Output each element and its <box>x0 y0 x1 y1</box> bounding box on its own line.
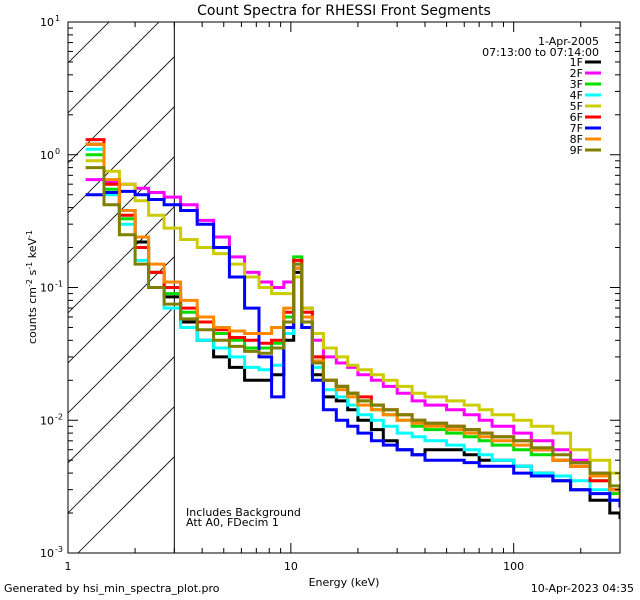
legend-date: 1-Apr-2005 <box>538 35 599 48</box>
hatch-line <box>68 22 160 114</box>
x-tick-label: 1 <box>65 560 72 573</box>
legend-label-8F: 8F <box>570 133 583 146</box>
legend-label-1F: 1F <box>570 56 583 69</box>
legend-label-4F: 4F <box>570 89 583 102</box>
x-tick-label: 10 <box>284 560 298 573</box>
legend-label-9F: 9F <box>570 144 583 157</box>
x-tick-label: 100 <box>503 560 524 573</box>
series-line-9F <box>85 166 620 494</box>
y-tick-label: 10 <box>40 149 54 162</box>
hatch-line <box>68 356 175 464</box>
legend: 1-Apr-2005 07:13:00 to 07:14:00 1F2F3F4F… <box>482 35 601 157</box>
x-axis-label: Energy (keV) <box>309 576 380 589</box>
hatch-line <box>68 306 175 414</box>
y-tick-base: 10 <box>40 282 54 295</box>
series-line-8F <box>85 142 620 498</box>
legend-label-7F: 7F <box>570 122 583 135</box>
y-tick-base: 10 <box>40 414 54 427</box>
y-label-part-d: -1 <box>25 262 34 270</box>
y-label-part-c: s <box>26 269 39 278</box>
hatch-line <box>68 256 175 364</box>
chart-title: Count Spectra for RHESSI Front Segments <box>197 3 491 19</box>
y-tick-exponent: 1 <box>55 14 60 23</box>
y-label-part-f: -1 <box>25 230 34 238</box>
x-tick-labels: 1 10 100 <box>65 560 525 573</box>
annotation-background: Includes Background <box>186 506 301 519</box>
y-tick-label: 10 <box>40 16 54 29</box>
series-line-6F <box>85 138 620 501</box>
y-tick-exponent: -3 <box>55 545 63 554</box>
hatch-line <box>77 456 175 553</box>
hatch-line <box>68 106 175 214</box>
legend-label-2F: 2F <box>570 67 583 80</box>
y-axis-label: counts cm-2 s-1 keV-1 <box>25 230 39 344</box>
series-line-5F <box>85 159 620 481</box>
series-group <box>85 138 620 520</box>
y-label-part-e: keV <box>26 238 39 262</box>
legend-time-range: 07:13:00 to 07:14:00 <box>482 46 599 59</box>
y-label-part-a: counts cm <box>26 287 39 344</box>
y-tick-label: 10 <box>40 547 54 560</box>
y-tick-exponent: -2 <box>55 412 63 421</box>
y-tick-base: 10 <box>40 149 54 162</box>
hatched-region <box>68 22 175 553</box>
y-tick-exponent: 0 <box>55 147 60 156</box>
hatch-line <box>68 406 175 514</box>
legend-label-5F: 5F <box>570 100 583 113</box>
footer-timestamp: 10-Apr-2023 04:35 <box>530 582 634 595</box>
y-tick-label: 10 <box>40 414 54 427</box>
axis-ticks <box>67 21 621 554</box>
hatch-line <box>68 56 175 164</box>
legend-label-3F: 3F <box>570 78 583 91</box>
annotation-attenuator: Att A0, FDecim 1 <box>186 516 279 529</box>
y-tick-label: 10 <box>40 282 54 295</box>
y-label-part-b: -2 <box>25 279 34 287</box>
hatch-line <box>68 206 175 314</box>
series-line-1F <box>85 142 620 520</box>
y-tick-exponent: -1 <box>55 280 63 289</box>
hatch-line <box>68 22 110 64</box>
series-line-7F <box>85 189 620 508</box>
footer-generated-by: Generated by hsi_min_spectra_plot.pro <box>4 582 220 595</box>
y-tick-base: 10 <box>40 16 54 29</box>
legend-label-6F: 6F <box>570 111 583 124</box>
y-tick-base: 10 <box>40 547 54 560</box>
hatch-line <box>68 156 175 264</box>
